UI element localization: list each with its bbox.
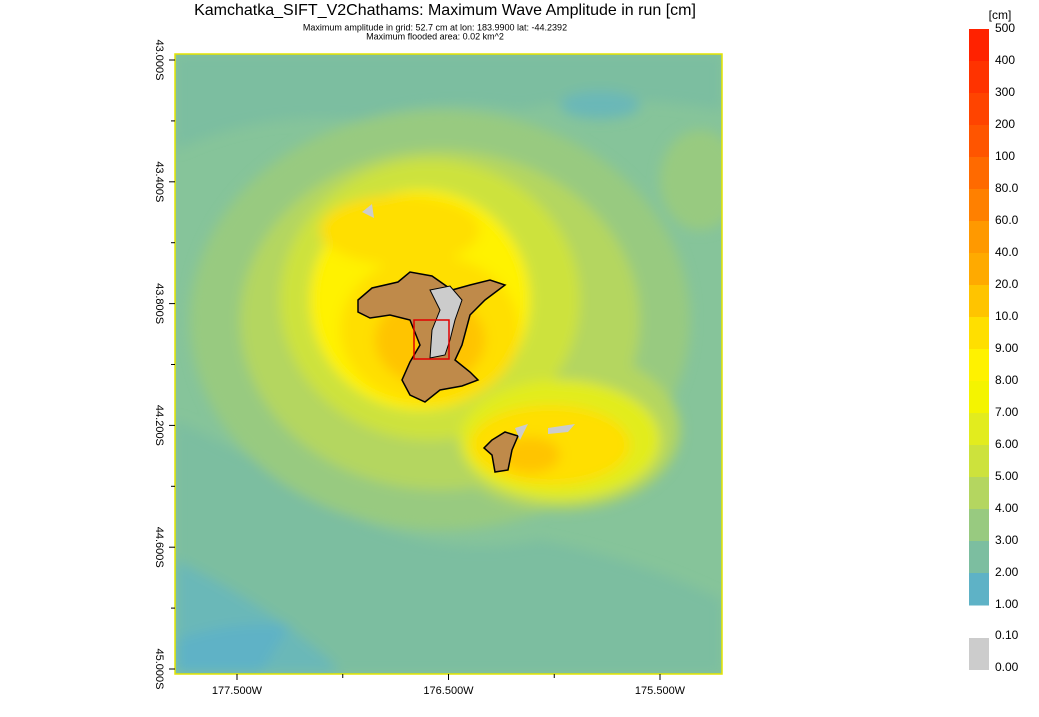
- map-image: [175, 54, 722, 674]
- colorbar-label: 1.00: [995, 597, 1019, 611]
- colorbar-swatch: [969, 349, 989, 382]
- y-tick-label: 45.000S: [153, 649, 165, 690]
- colorbar-swatch: [969, 125, 989, 158]
- colorbar-swatch: [969, 93, 989, 126]
- colorbar-swatch: [969, 221, 989, 254]
- y-tick-label: 44.600S: [153, 527, 165, 568]
- colorbar-swatch: [969, 61, 989, 94]
- title: Kamchatka_SIFT_V2Chathams: Maximum Wave …: [194, 2, 696, 19]
- colorbar-label: 300: [995, 85, 1015, 99]
- subtitle: Maximum flooded area: 0.02 km^2: [366, 31, 504, 41]
- colorbar-label: 2.00: [995, 565, 1019, 579]
- colorbar: [cm] 500 400 300 200 100 80.0 60.0 40.0 20.0 10.0…: [969, 8, 1019, 674]
- colorbar-swatch: [969, 157, 989, 190]
- x-tick-label: 176.500W: [423, 685, 474, 697]
- dry-swatch: [969, 638, 989, 670]
- colorbar-swatch: [969, 317, 989, 350]
- colorbar-swatch: [969, 541, 989, 574]
- axes: 43.000S 43.400S 43.800S 44.200S 44.600S 45.00…: [153, 40, 686, 697]
- colorbar-swatch: [969, 413, 989, 446]
- colorbar-label: 60.0: [995, 213, 1019, 227]
- colorbar-label: 6.00: [995, 437, 1019, 451]
- colorbar-label: 100: [995, 149, 1015, 163]
- y-tick-label: 43.000S: [153, 40, 165, 81]
- colorbar-swatch: [969, 29, 989, 62]
- colorbar-unit: [cm]: [989, 8, 1012, 22]
- dry-label: 0.00: [995, 660, 1019, 674]
- colorbar-swatch: [969, 381, 989, 414]
- colorbar-label: 8.00: [995, 373, 1019, 387]
- colorbar-label: 20.0: [995, 277, 1019, 291]
- colorbar-label: 80.0: [995, 181, 1019, 195]
- colorbar-label: 200: [995, 117, 1015, 131]
- x-tick-label: 175.500W: [635, 685, 686, 697]
- zone: [500, 437, 560, 473]
- colorbar-label: 10.0: [995, 309, 1019, 323]
- dry-label: 0.10: [995, 628, 1019, 642]
- sub-grid-box: [413, 319, 450, 360]
- zone: [175, 624, 290, 674]
- colorbar-swatch: [969, 477, 989, 510]
- colorbar-label: 5.00: [995, 469, 1019, 483]
- y-tick-label: 43.800S: [153, 283, 165, 324]
- colorbar-label: 3.00: [995, 533, 1019, 547]
- subtitle: Maximum amplitude in grid: 52.7 cm at lo…: [303, 22, 567, 32]
- zone: [175, 420, 722, 674]
- zone: [560, 91, 640, 119]
- zone: [175, 54, 722, 150]
- colorbar-swatch: [969, 189, 989, 222]
- colorbar-label: 400: [995, 53, 1015, 67]
- colorbar-swatch: [969, 253, 989, 286]
- x-tick-label: 177.500W: [212, 685, 263, 697]
- colorbar-swatch: [969, 509, 989, 542]
- colorbar-label: 4.00: [995, 501, 1019, 515]
- colorbar-swatch: [969, 285, 989, 318]
- zone: [320, 195, 480, 265]
- colorbar-swatch: [969, 445, 989, 478]
- colorbar-label: 500: [995, 21, 1015, 35]
- island: [482, 431, 520, 473]
- y-tick-label: 43.400S: [153, 161, 165, 202]
- y-tick-label: 44.200S: [153, 405, 165, 446]
- zone: [660, 130, 722, 230]
- colorbar-label: 9.00: [995, 341, 1019, 355]
- colorbar-label: 7.00: [995, 405, 1019, 419]
- colorbar-swatch: [969, 573, 989, 606]
- colorbar-label: 40.0: [995, 245, 1019, 259]
